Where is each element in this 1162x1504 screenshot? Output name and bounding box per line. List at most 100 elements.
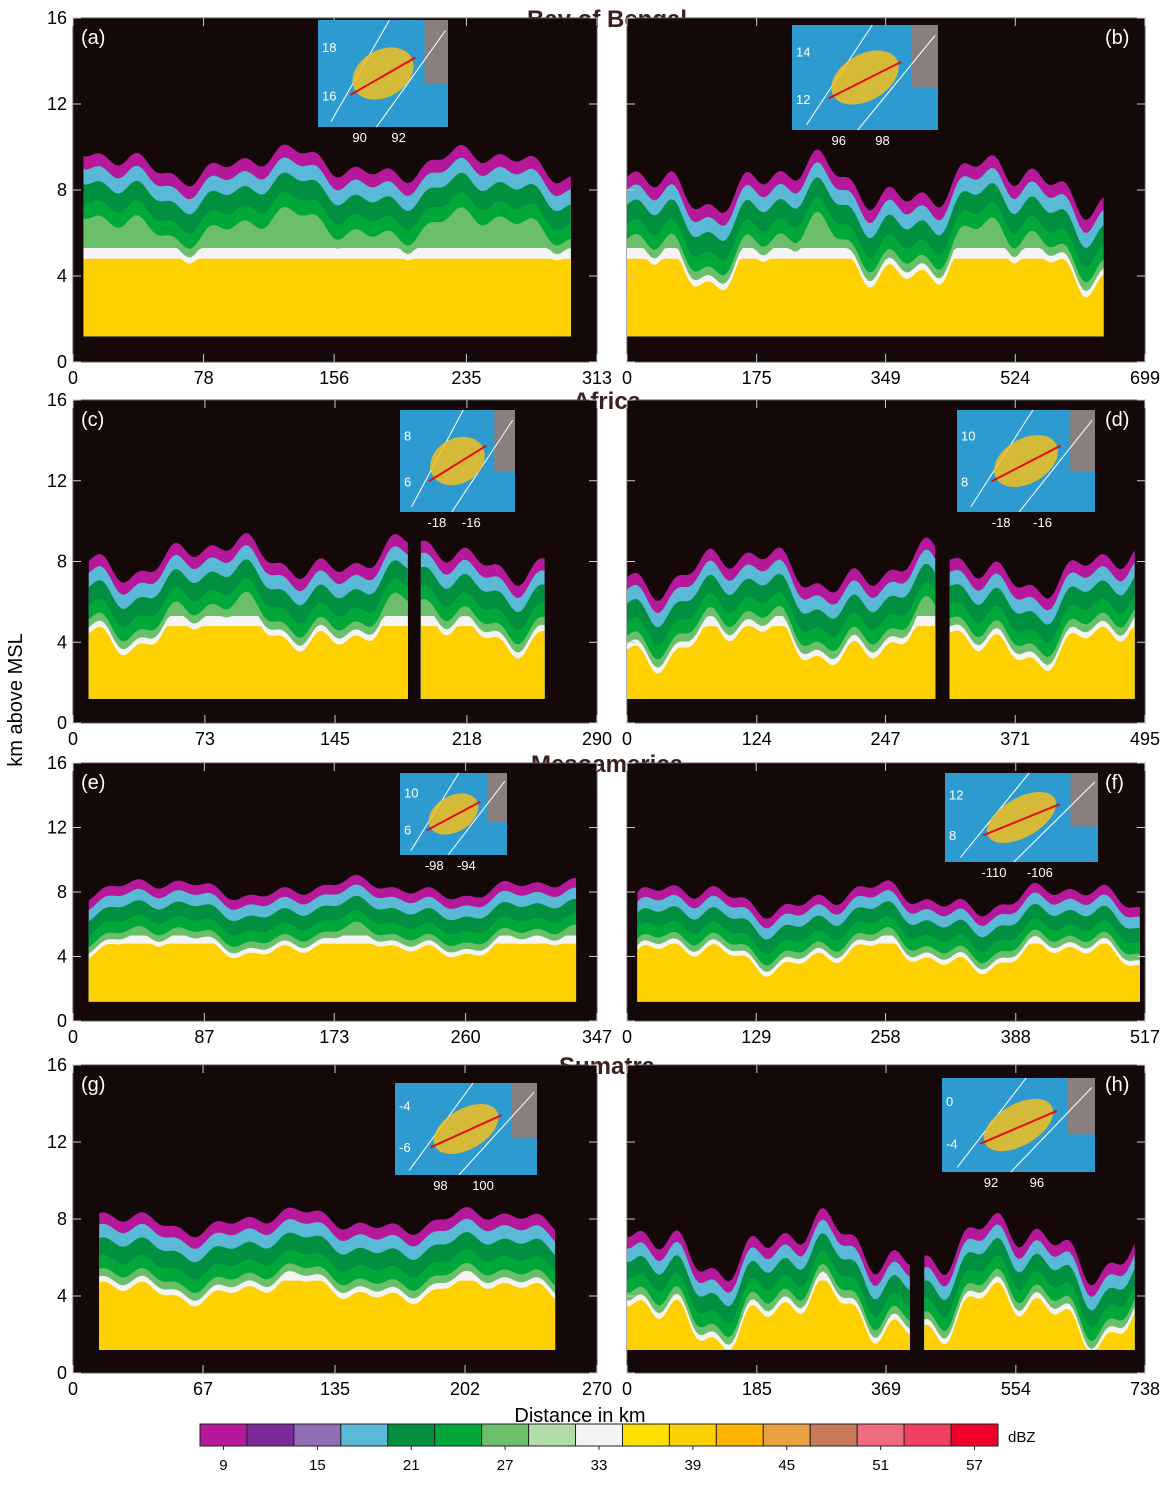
inset-x-label: -18 [992, 515, 1011, 530]
colorbar-box [622, 1424, 669, 1446]
y-tick-label: 16 [47, 753, 67, 773]
colorbar-tick-label: 21 [403, 1457, 420, 1474]
x-tick-label: 738 [1130, 1379, 1160, 1399]
colorbar-unit: dBZ [1008, 1429, 1036, 1446]
x-tick-label: 0 [622, 368, 632, 388]
colorbar-tick-label: 33 [591, 1457, 608, 1474]
colorbar-box [482, 1424, 529, 1446]
inset-y-label: -4 [946, 1137, 958, 1152]
x-tick-label: 554 [1001, 1379, 1031, 1399]
x-tick-label: 78 [194, 368, 214, 388]
panel: 0124247371495(d)108-18-16 [622, 400, 1160, 749]
inset-x-label: 96 [1030, 1175, 1044, 1190]
y-tick-label: 12 [47, 94, 67, 114]
y-tick-label: 8 [57, 180, 67, 200]
x-tick-label: 0 [68, 1027, 78, 1047]
panel: 0175349524699(b)14129698 [622, 18, 1160, 388]
inset-x-label: -106 [1027, 865, 1053, 880]
colorbar-tick-label: 39 [685, 1457, 702, 1474]
y-tick-label: 12 [47, 1132, 67, 1152]
x-tick-label: 0 [68, 1379, 78, 1399]
inset-x-label: -18 [427, 515, 446, 530]
colorbar-tick-label: 57 [966, 1457, 983, 1474]
inset-land [912, 25, 938, 88]
x-tick-label: 185 [742, 1379, 772, 1399]
inset-y-label: 10 [961, 429, 975, 444]
inset-land [425, 20, 448, 84]
inset-x-label: -16 [462, 515, 481, 530]
colorbar-box [435, 1424, 482, 1446]
x-tick-label: 129 [741, 1027, 771, 1047]
x-tick-label: 0 [622, 729, 632, 749]
y-tick-label: 0 [57, 1363, 67, 1383]
x-tick-label: 517 [1130, 1027, 1160, 1047]
colorbar-box [576, 1424, 623, 1446]
x-tick-label: 0 [622, 1379, 632, 1399]
colorbar-box [388, 1424, 435, 1446]
colorbar-box [529, 1424, 576, 1446]
colorbar-tick-label: 27 [497, 1457, 514, 1474]
inset-land [1070, 773, 1098, 826]
colorbar-box [294, 1424, 341, 1446]
y-tick-label: 4 [57, 266, 67, 286]
x-tick-label: 218 [452, 729, 482, 749]
colorbar-box [716, 1424, 763, 1446]
inset-x-label: -98 [425, 858, 444, 873]
y-tick-label: 0 [57, 1011, 67, 1031]
echo-layer [89, 944, 576, 1002]
panel-label: (f) [1105, 772, 1124, 794]
inset-y-label: 6 [404, 823, 411, 838]
y-tick-label: 12 [47, 818, 67, 838]
colorbar-box [763, 1424, 810, 1446]
y-tick-label: 8 [57, 882, 67, 902]
colorbar-box [247, 1424, 294, 1446]
panel-label: (e) [81, 772, 105, 794]
colorbar-box [951, 1424, 998, 1446]
inset-y-label: -4 [399, 1099, 411, 1114]
panel-label: (d) [1105, 409, 1129, 431]
inset-land [1067, 1078, 1095, 1134]
y-tick-label: 4 [57, 632, 67, 652]
panel-label: (c) [81, 409, 104, 431]
panel-label: (h) [1105, 1074, 1129, 1096]
inset-y-label: 8 [949, 828, 956, 843]
inset-x-label: 98 [875, 133, 889, 148]
inset-y-label: 8 [404, 429, 411, 444]
panel-label: (a) [81, 27, 105, 49]
inset-y-label: -6 [399, 1140, 411, 1155]
panel-label: (g) [81, 1074, 105, 1096]
inset-y-label: 12 [949, 788, 963, 803]
x-tick-label: 135 [320, 1379, 350, 1399]
x-tick-label: 235 [451, 368, 481, 388]
x-tick-label: 0 [68, 729, 78, 749]
x-tick-label: 371 [1000, 729, 1030, 749]
y-tick-label: 16 [47, 390, 67, 410]
x-tick-label: 369 [871, 1379, 901, 1399]
x-tick-label: 156 [319, 368, 349, 388]
colorbar-box [669, 1424, 716, 1446]
y-tick-label: 16 [47, 1055, 67, 1075]
inset-y-label: 6 [404, 475, 411, 490]
inset-y-label: 16 [322, 88, 336, 103]
echo-layer [83, 259, 570, 336]
inset-y-label: 0 [946, 1094, 953, 1109]
panel: 0481216078156235313(a)18169092 [47, 8, 612, 388]
inset-y-label: 8 [961, 475, 968, 490]
x-tick-label: 173 [319, 1027, 349, 1047]
colorbar-box [341, 1424, 388, 1446]
inset-land [511, 1083, 537, 1138]
inset-x-label: 100 [472, 1178, 494, 1193]
y-tick-label: 12 [47, 471, 67, 491]
x-tick-label: 202 [450, 1379, 480, 1399]
inset-x-label: 96 [831, 133, 845, 148]
colorbar-box [857, 1424, 904, 1446]
colorbar-tick-label: 9 [219, 1457, 227, 1474]
colorbar-tick-label: 45 [778, 1457, 795, 1474]
x-tick-label: 73 [195, 729, 215, 749]
inset-map: 108-18-16 [957, 410, 1095, 530]
x-tick-label: 124 [742, 729, 772, 749]
x-tick-label: 347 [582, 1027, 612, 1047]
